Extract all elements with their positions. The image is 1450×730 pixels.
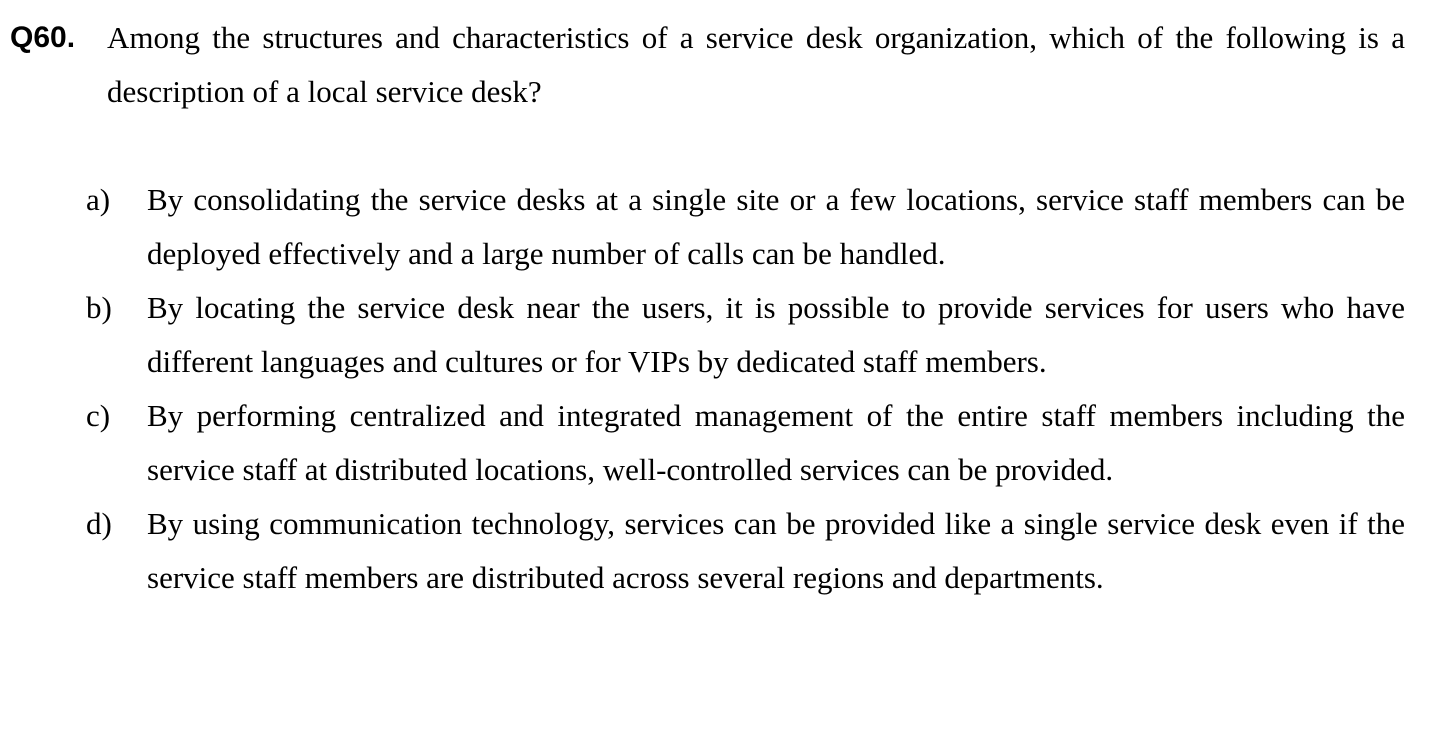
option-b[interactable]: b) By locating the service desk near the… xyxy=(86,281,1405,389)
question: Q60. Among the structures and characteri… xyxy=(10,11,1405,119)
option-text: By using communication technology, servi… xyxy=(147,506,1405,595)
answer-options: a) By consolidating the service desks at… xyxy=(86,173,1405,605)
option-c[interactable]: c) By performing centralized and integra… xyxy=(86,389,1405,497)
option-letter: d) xyxy=(86,506,112,541)
option-text: By locating the service desk near the us… xyxy=(147,290,1405,379)
option-text: By consolidating the service desks at a … xyxy=(147,182,1405,271)
question-number: Q60. xyxy=(10,21,76,54)
option-text: By performing centralized and integrated… xyxy=(147,398,1405,487)
question-text: Among the structures and characteristics… xyxy=(107,20,1405,109)
option-a[interactable]: a) By consolidating the service desks at… xyxy=(86,173,1405,281)
option-letter: b) xyxy=(86,290,112,325)
option-letter: a) xyxy=(86,182,111,217)
option-letter: c) xyxy=(86,398,111,433)
option-d[interactable]: d) By using communication technology, se… xyxy=(86,497,1405,605)
